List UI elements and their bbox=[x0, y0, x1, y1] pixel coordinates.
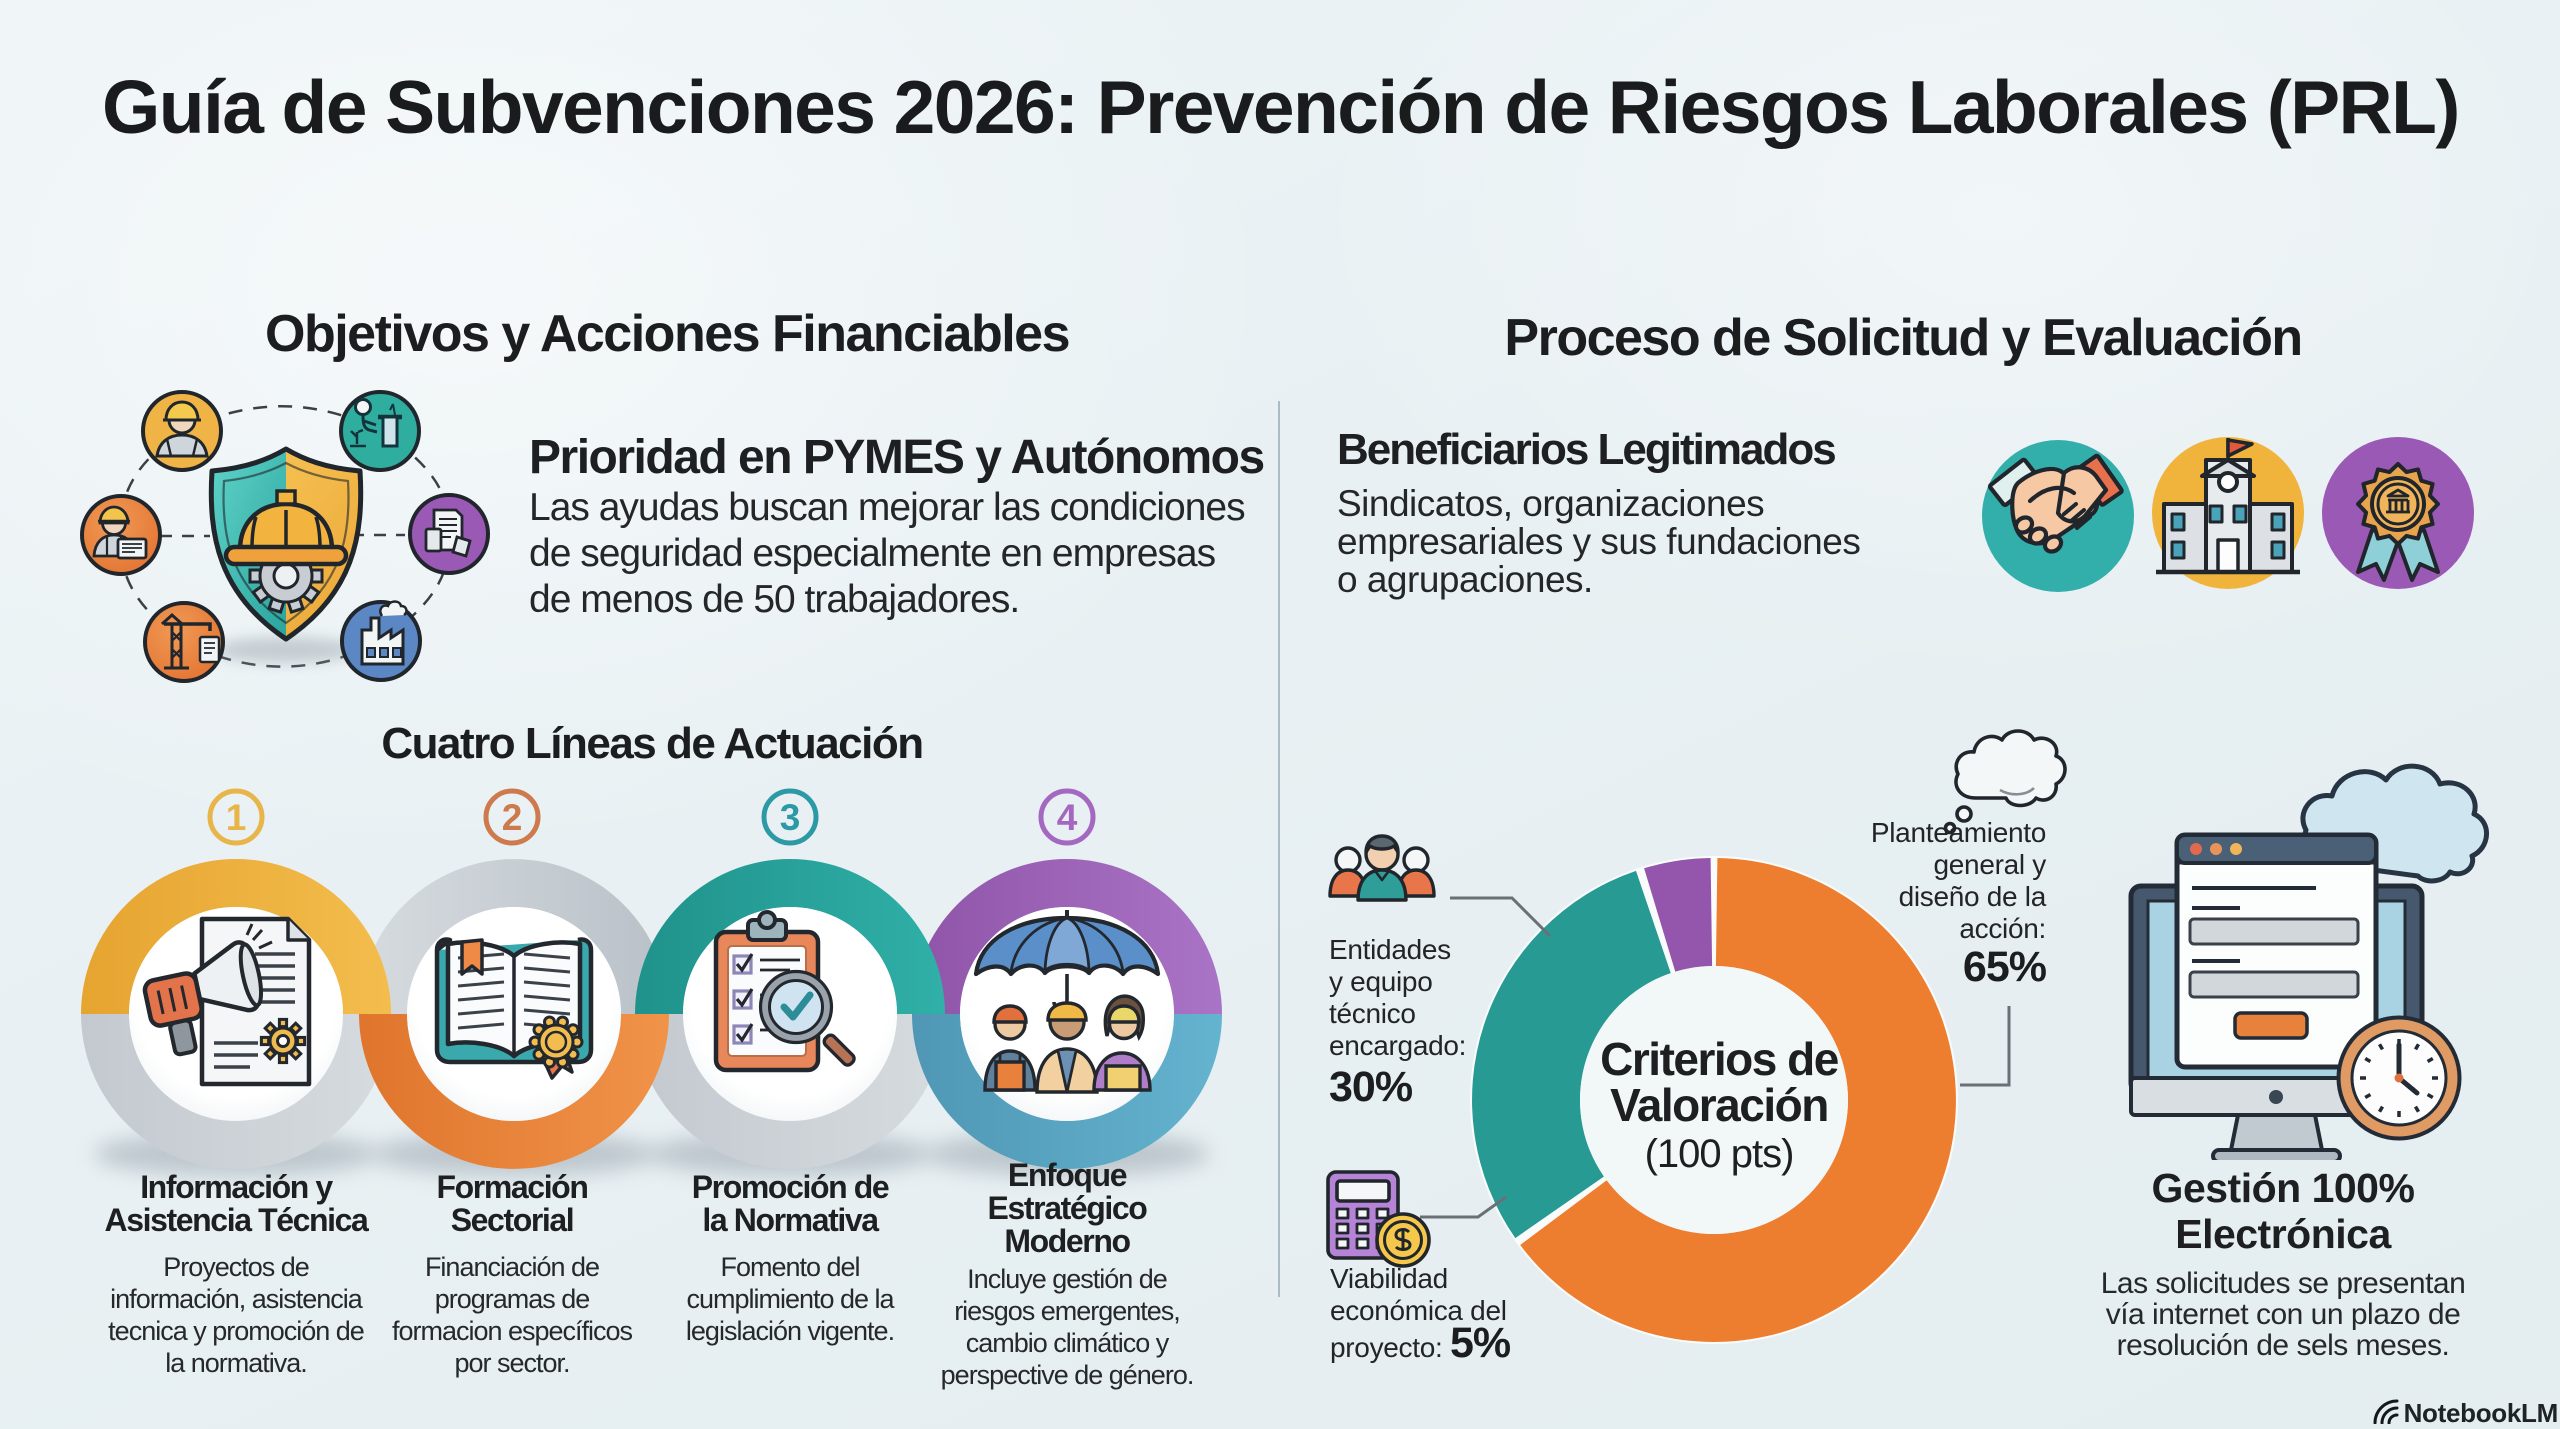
svg-text:2: 2 bbox=[502, 797, 523, 838]
svg-text:1: 1 bbox=[226, 797, 247, 838]
svg-text:4: 4 bbox=[1057, 797, 1078, 838]
svg-text:3: 3 bbox=[780, 797, 801, 838]
